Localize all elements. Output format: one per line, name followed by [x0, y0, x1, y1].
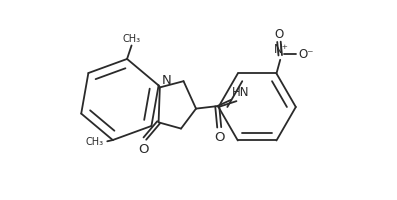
Text: N: N [162, 74, 172, 87]
Text: HN: HN [231, 85, 249, 98]
Text: O⁻: O⁻ [299, 48, 314, 61]
Text: O: O [214, 130, 224, 143]
Text: O: O [139, 142, 149, 155]
Text: CH₃: CH₃ [86, 137, 104, 147]
Text: O: O [274, 28, 283, 41]
Text: CH₃: CH₃ [123, 34, 141, 44]
Text: N⁺: N⁺ [274, 43, 289, 56]
